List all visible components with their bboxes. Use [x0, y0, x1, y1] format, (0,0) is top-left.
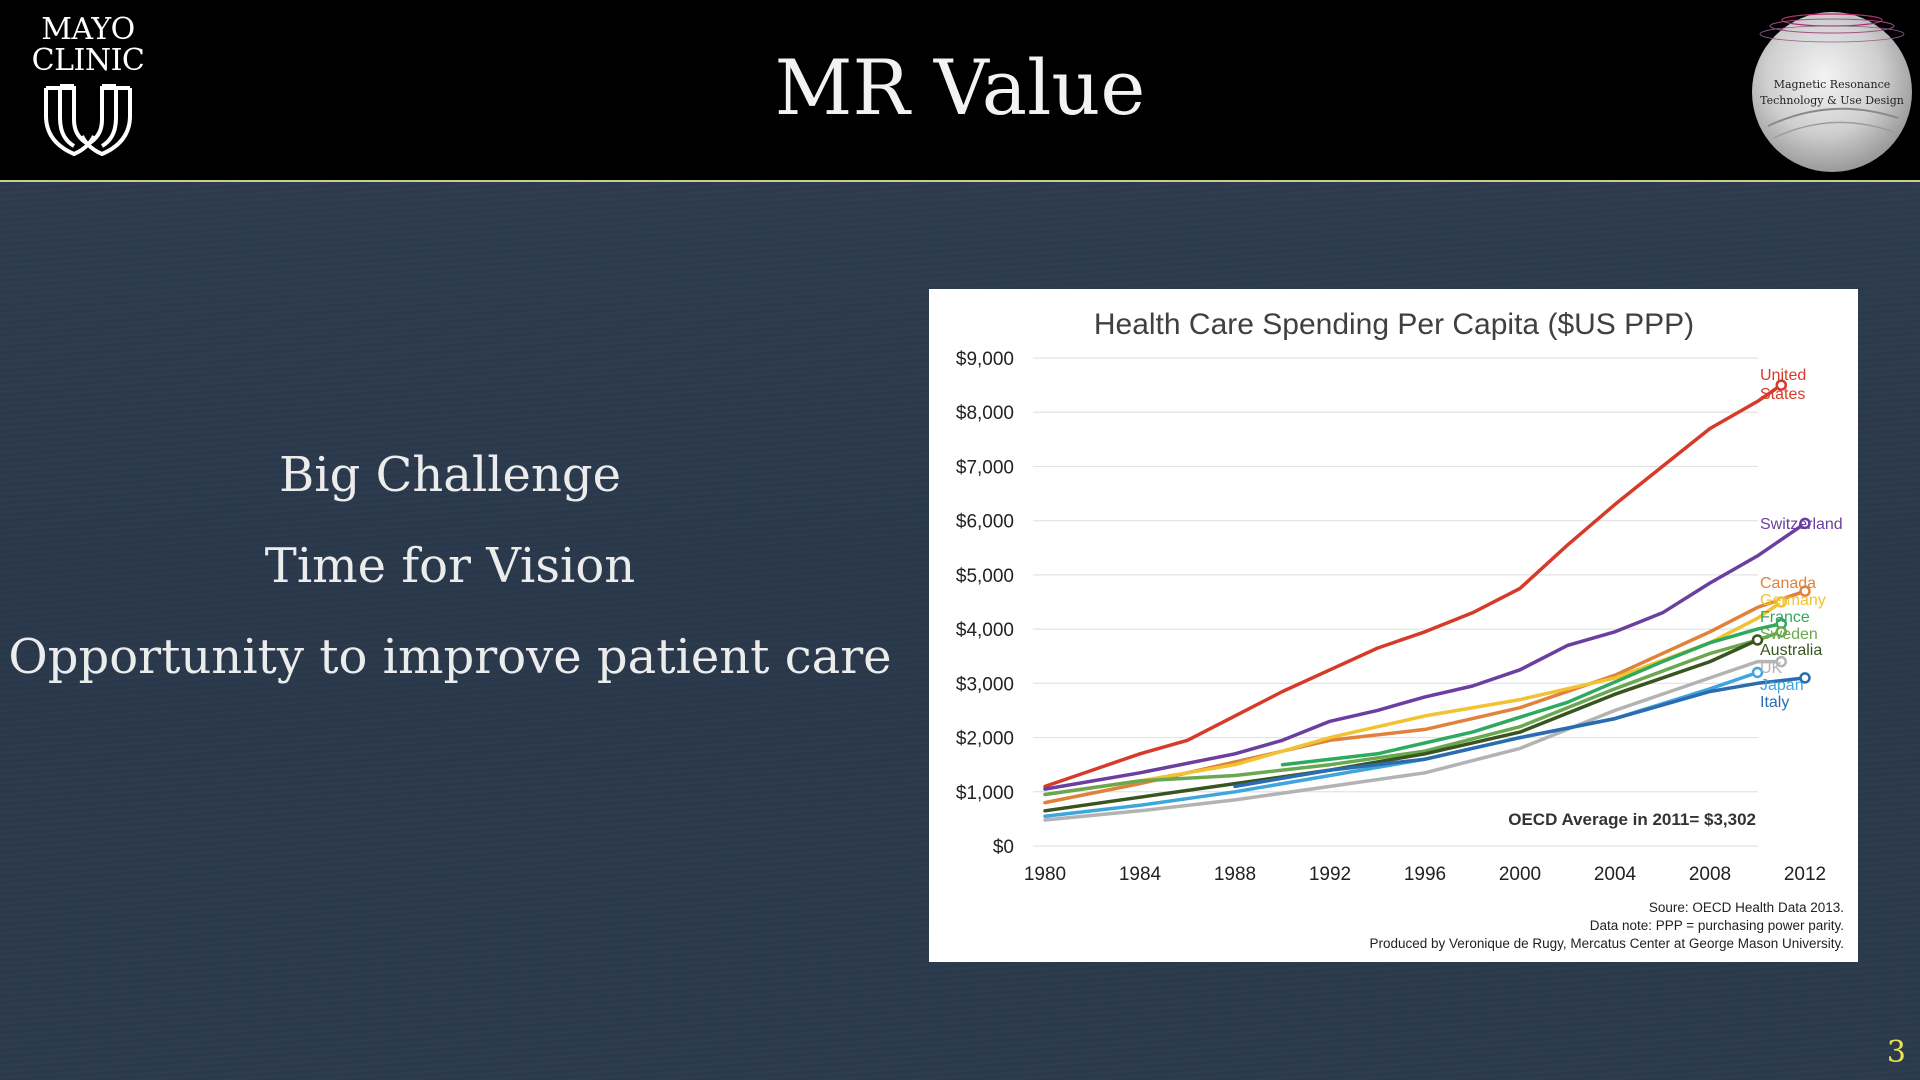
series-label-italy: Italy	[1760, 694, 1789, 711]
series-label-united-states: States	[1760, 386, 1805, 403]
series-label-sweden: Sweden	[1760, 626, 1818, 643]
series-label-switzerland: Switzerland	[1760, 516, 1843, 533]
page-number: 3	[1886, 1035, 1906, 1070]
series-lines	[1043, 379, 1811, 822]
footnote-source: Soure: OECD Health Data 2013.	[1649, 900, 1844, 915]
seal-disc	[1752, 12, 1912, 172]
logo-line-2: CLINIC	[31, 43, 145, 78]
series-end-marker-switzerland	[1799, 517, 1811, 530]
chart-title: Health Care Spending Per Capita ($US PPP…	[1094, 308, 1694, 341]
x-tick-label: 2012	[1784, 864, 1826, 885]
series-line-france	[1280, 621, 1784, 767]
footnote-data-note: Data note: PPP = purchasing power parity…	[1590, 918, 1844, 933]
seal-swoosh-2	[1773, 121, 1895, 139]
page-title: MR Value	[774, 43, 1146, 132]
mr-design-seal: Magnetic Resonance Technology & Use Desi…	[1752, 12, 1912, 172]
y-tick-label: $1,000	[956, 783, 1014, 804]
gridlines	[1033, 357, 1758, 847]
seal-ring-2	[1769, 18, 1895, 34]
logo-line-1: MAYO	[41, 12, 135, 47]
bullet-item-2: Time for Vision	[264, 538, 636, 594]
y-axis-ticks: $0 $1,000 $2,000 $3,000 $4,000 $5,000 $6,000 $7…	[956, 349, 1014, 858]
y-tick-label: $9,000	[956, 349, 1014, 370]
series-end-marker-japan	[1751, 666, 1764, 679]
series-label-australia: Australia	[1760, 642, 1822, 659]
bullet-item-3: Opportunity to improve patient care	[8, 629, 892, 685]
y-tick-label: $3,000	[956, 674, 1014, 695]
series-end-marker-united-states	[1775, 379, 1787, 391]
series-end-marker-australia	[1751, 634, 1764, 646]
y-tick-label: $4,000	[956, 620, 1014, 641]
bullet-list: Big Challenge Time for Vision Opportunit…	[0, 430, 900, 703]
series-line-australia	[1043, 638, 1760, 813]
series-label-japan: Japan	[1760, 677, 1804, 694]
seal-ring-3	[1759, 25, 1905, 43]
series-end-marker-sweden	[1775, 626, 1787, 638]
spending-line-chart: Health Care Spending Per Capita ($US PPP…	[956, 308, 1845, 951]
series-line-switzerland	[1043, 521, 1807, 791]
oecd-average-annotation: OECD Average in 2011= $3,302	[1508, 810, 1756, 829]
series-labels: United States Switzerland CanadaGermanyFran…	[1760, 367, 1843, 711]
seal-text-2: Technology & Use Design	[1760, 94, 1904, 107]
series-label-canada: Canada	[1760, 575, 1816, 592]
y-tick-label: $7,000	[956, 457, 1014, 478]
footnote-producer: Produced by Veronique de Rugy, Mercatus …	[1370, 936, 1845, 951]
x-tick-label: 1980	[1024, 864, 1066, 885]
y-tick-label: $5,000	[956, 566, 1014, 587]
series-line-sweden	[1043, 630, 1784, 797]
series-line-germany	[1043, 600, 1784, 797]
series-label-germany: Germany	[1760, 592, 1826, 609]
x-tick-label: 1996	[1404, 864, 1446, 885]
y-tick-label: $6,000	[956, 512, 1014, 533]
x-tick-label: 1984	[1119, 864, 1162, 885]
seal-text-1: Magnetic Resonance	[1774, 78, 1891, 91]
y-tick-label: $8,000	[956, 403, 1014, 424]
series-end-marker-canada	[1799, 585, 1811, 597]
series-label-uk: UK	[1760, 660, 1783, 677]
y-tick-label: $0	[993, 837, 1014, 858]
series-line-united-states	[1043, 383, 1784, 789]
chart-panel: Health Care Spending Per Capita ($US PPP…	[929, 289, 1858, 962]
x-tick-label: 2008	[1689, 864, 1731, 885]
x-tick-label: 1992	[1309, 864, 1351, 885]
x-tick-label: 2004	[1594, 864, 1637, 885]
series-end-marker-germany	[1775, 596, 1787, 608]
series-line-uk	[1043, 659, 1784, 822]
shield-icon	[44, 84, 132, 157]
x-axis-ticks: 1980 1984 1988 1992 1996 2000 2004 2008 2012	[1024, 864, 1826, 885]
header-bar: MAYO CLINIC MR Value Ma	[0, 0, 1920, 182]
y-tick-label: $2,000	[956, 729, 1014, 750]
mayo-clinic-logo: MAYO CLINIC	[18, 14, 158, 164]
series-end-marker-uk	[1775, 655, 1787, 668]
series-label-france: France	[1760, 609, 1810, 626]
series-label-united-states: United	[1760, 367, 1806, 384]
bullet-item-1: Big Challenge	[278, 447, 622, 503]
series-end-marker-italy	[1799, 672, 1811, 684]
series-line-italy	[1233, 676, 1807, 789]
x-tick-label: 1988	[1214, 864, 1256, 885]
seal-swoosh-1	[1767, 107, 1899, 127]
x-tick-label: 2000	[1499, 864, 1541, 885]
